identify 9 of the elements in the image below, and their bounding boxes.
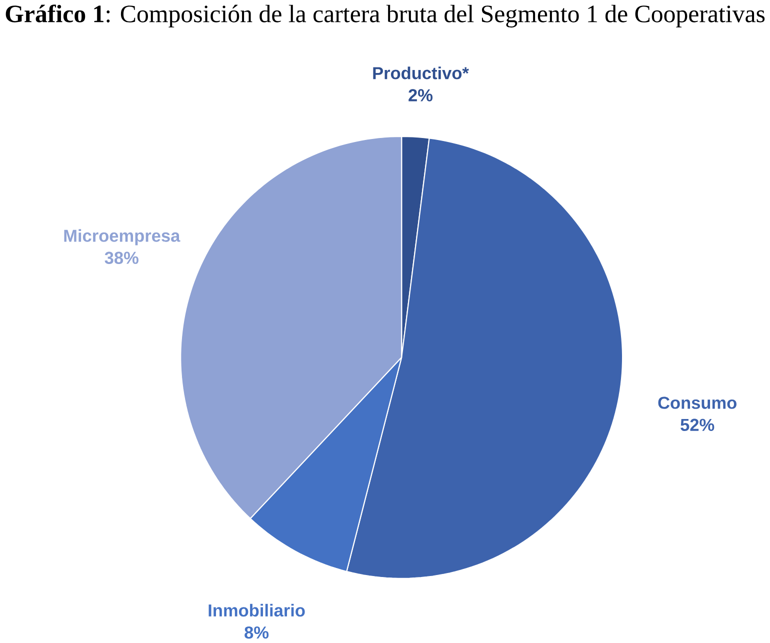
slice-label: Productivo* xyxy=(373,66,469,80)
data-label: 8% xyxy=(244,626,269,639)
slice-label: Inmobiliario xyxy=(208,604,305,616)
data-label: 38% xyxy=(104,252,138,264)
slice-label: Microempresa xyxy=(64,229,180,246)
data-label: 2% xyxy=(408,89,433,102)
data-label: 52% xyxy=(680,418,714,431)
chart-title: Gráfico 1: Composición de la cartera bruta del Segmento 1 de Cooperativas xyxy=(6,4,765,28)
slice-label: Consumo xyxy=(658,396,736,409)
